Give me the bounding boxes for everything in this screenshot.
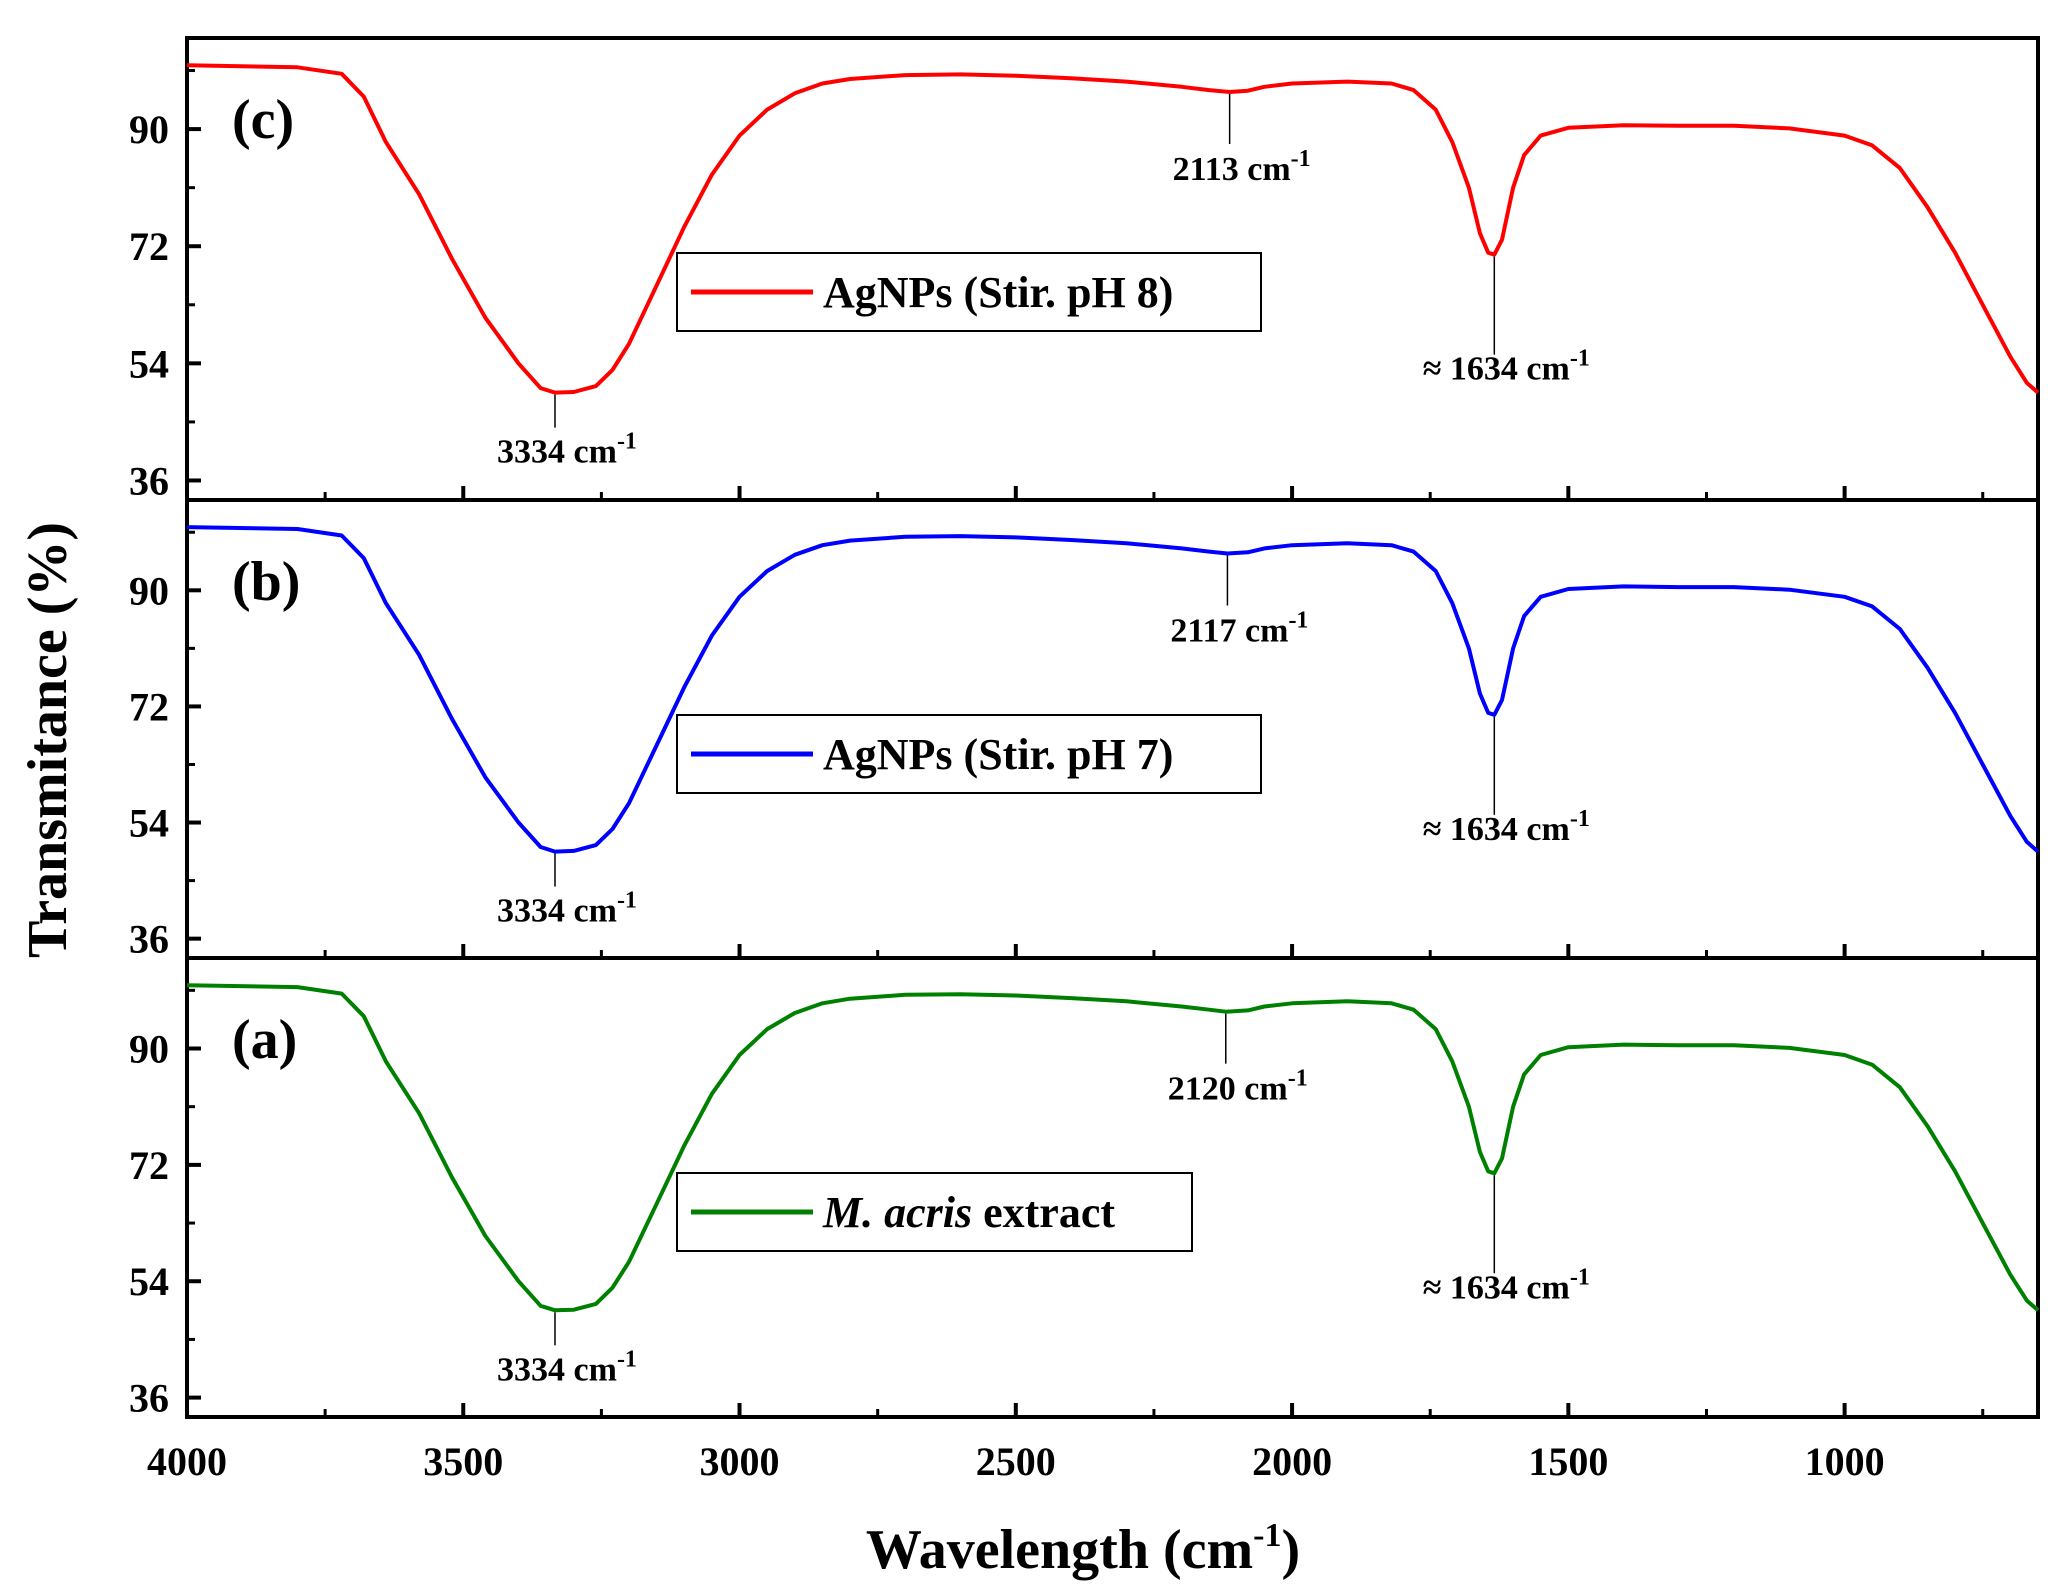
x-axis-title-main: Wavelength (cm [866, 1519, 1253, 1581]
legend-label: M. acris extract [822, 1188, 1115, 1237]
x-tick-label: 3000 [700, 1439, 780, 1484]
peak-annotation: 3334 cm-1 [497, 1346, 637, 1388]
spectrum-line-c [186, 63, 2040, 395]
y-tick-label: 36 [129, 458, 169, 503]
x-axis-title-end: ) [1281, 1519, 1300, 1581]
panel-frame [185, 956, 2040, 1419]
spectrum-line-b [186, 525, 2040, 854]
annotation-sup: -1 [1570, 346, 1590, 372]
peak-annotation: ≈ 1634 cm-1 [1423, 1264, 1590, 1306]
annotation-sup: -1 [617, 429, 637, 455]
y-tick-label: 36 [129, 1376, 169, 1421]
annotation-prefix: ≈ [1423, 811, 1450, 848]
panel-label: (c) [232, 89, 294, 151]
legend-label: AgNPs (Stir. pH 8) [823, 268, 1173, 317]
annotation-value: 3334 cm [497, 1351, 617, 1388]
x-axis: 4000 3500 3000 2500 2000 1500 1000 [147, 1439, 1885, 1484]
y-tick-label: 54 [129, 801, 169, 846]
y-tick-label: 54 [129, 1259, 169, 1304]
peak-annotation: 2117 cm-1 [1170, 608, 1308, 650]
y-tick-label: 72 [129, 224, 169, 269]
x-tick-label: 3500 [423, 1439, 503, 1484]
x-tick-label: 1500 [1528, 1439, 1608, 1484]
annotation-sup: -1 [1291, 146, 1311, 172]
y-tick-label: 36 [129, 917, 169, 962]
x-tick-label: 2000 [1252, 1439, 1332, 1484]
annotation-sup: -1 [1570, 1264, 1590, 1290]
legend-suffix: extract [972, 1188, 1115, 1237]
annotation-value: 1634 cm [1450, 1269, 1570, 1306]
legend-species: M. acris [822, 1188, 972, 1237]
y-tick-label: 90 [129, 568, 169, 613]
y-tick-label: 90 [129, 107, 169, 152]
x-tick-label: 2500 [976, 1439, 1056, 1484]
y-tick-label: 72 [129, 684, 169, 729]
legend-label: AgNPs (Stir. pH 7) [823, 730, 1173, 779]
annotation-value: 1634 cm [1450, 811, 1570, 848]
y-tick-label: 72 [129, 1143, 169, 1188]
spectrum-line-a [186, 983, 2040, 1313]
legend-text: AgNPs (Stir. pH 7) [823, 730, 1173, 779]
x-tick-label: 1000 [1805, 1439, 1885, 1484]
annotation-value: 1634 cm [1450, 351, 1570, 388]
annotation-value: 2120 cm [1168, 1071, 1288, 1108]
annotation-sup: -1 [617, 1346, 637, 1372]
annotation-value: 3334 cm [497, 434, 617, 471]
annotation-value: 2117 cm [1170, 613, 1288, 650]
y-tick-label: 90 [129, 1027, 169, 1072]
peak-annotation: ≈ 1634 cm-1 [1423, 806, 1590, 848]
annotation-value: 2113 cm [1173, 151, 1291, 188]
annotation-sup: -1 [617, 888, 637, 914]
x-tick-label: 4000 [147, 1439, 227, 1484]
annotation-sup: -1 [1288, 608, 1308, 634]
peak-annotation: 3334 cm-1 [497, 429, 637, 471]
peak-annotation: ≈ 1634 cm-1 [1423, 346, 1590, 388]
annotation-prefix: ≈ [1423, 1269, 1450, 1306]
x-axis-title: Wavelength (cm-1) [866, 1517, 1300, 1581]
annotation-prefix: ≈ [1423, 351, 1450, 388]
peak-annotation: 2113 cm-1 [1173, 146, 1311, 188]
panel-label: (b) [232, 551, 300, 613]
peak-annotation: 2120 cm-1 [1168, 1066, 1308, 1108]
annotation-sup: -1 [1570, 806, 1590, 832]
annotation-sup: -1 [1288, 1066, 1308, 1092]
y-axis-title: Transmitance (%) [17, 522, 79, 958]
x-axis-title-sup: -1 [1253, 1517, 1281, 1554]
annotation-value: 3334 cm [497, 893, 617, 930]
peak-annotation: 3334 cm-1 [497, 888, 637, 930]
panel-label: (a) [232, 1009, 297, 1071]
legend-text: AgNPs (Stir. pH 8) [823, 268, 1173, 317]
y-tick-label: 54 [129, 341, 169, 386]
